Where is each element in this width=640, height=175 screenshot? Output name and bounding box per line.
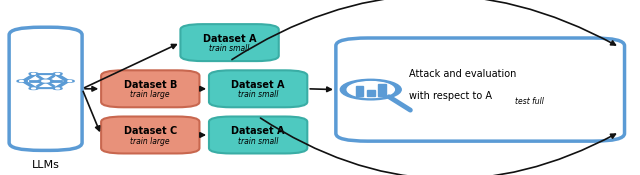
Circle shape (68, 81, 72, 82)
FancyBboxPatch shape (367, 90, 374, 96)
Circle shape (53, 73, 62, 75)
Circle shape (56, 88, 60, 89)
FancyBboxPatch shape (336, 38, 625, 141)
FancyBboxPatch shape (180, 24, 279, 61)
Text: test full: test full (515, 97, 544, 106)
Text: train large: train large (131, 90, 170, 99)
Text: Attack and evaluation: Attack and evaluation (409, 69, 516, 79)
Text: Dataset A: Dataset A (232, 80, 285, 90)
Text: Dataset A: Dataset A (203, 34, 257, 44)
Circle shape (42, 80, 49, 82)
FancyBboxPatch shape (209, 70, 307, 107)
FancyBboxPatch shape (101, 117, 200, 153)
Circle shape (56, 73, 60, 74)
Text: train small: train small (238, 90, 278, 99)
Text: Dataset A: Dataset A (232, 126, 285, 136)
Circle shape (38, 79, 53, 83)
FancyBboxPatch shape (9, 27, 82, 150)
FancyBboxPatch shape (378, 84, 386, 96)
FancyBboxPatch shape (101, 70, 200, 107)
Ellipse shape (347, 82, 394, 97)
Circle shape (20, 81, 24, 82)
FancyBboxPatch shape (356, 86, 363, 96)
Text: LLMs: LLMs (31, 160, 60, 170)
Circle shape (65, 80, 74, 82)
Circle shape (29, 87, 38, 90)
Text: Dataset B: Dataset B (124, 80, 177, 90)
Text: train small: train small (238, 137, 278, 146)
FancyBboxPatch shape (209, 117, 307, 153)
Text: train large: train large (131, 137, 170, 146)
Polygon shape (22, 74, 70, 88)
Circle shape (53, 87, 62, 90)
Circle shape (17, 80, 26, 82)
Text: Dataset C: Dataset C (124, 126, 177, 136)
Circle shape (31, 73, 35, 74)
Text: with respect to A: with respect to A (409, 91, 492, 101)
Circle shape (29, 73, 38, 75)
Text: train small: train small (209, 44, 250, 53)
Polygon shape (28, 76, 63, 86)
Circle shape (31, 88, 35, 89)
Ellipse shape (340, 79, 401, 100)
